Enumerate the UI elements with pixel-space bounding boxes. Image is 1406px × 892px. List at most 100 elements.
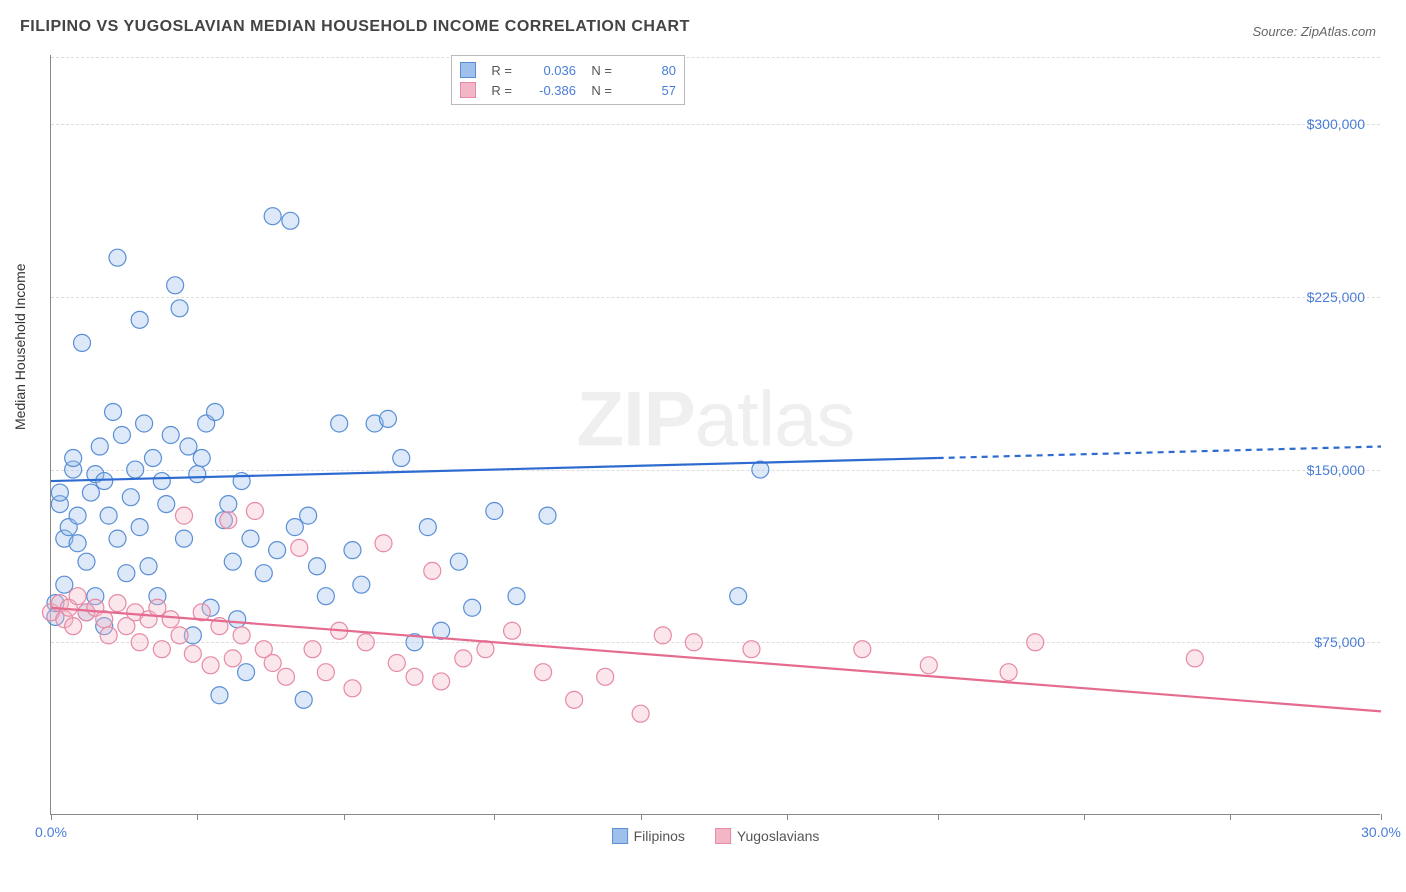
data-point: [300, 507, 317, 524]
x-tick: [1084, 814, 1085, 820]
data-point: [344, 542, 361, 559]
data-point: [140, 558, 157, 575]
legend-item-yugoslavians: Yugoslavians: [715, 828, 820, 844]
data-point: [920, 657, 937, 674]
data-point: [91, 438, 108, 455]
legend-label: Filipinos: [634, 828, 685, 844]
y-axis-label: Median Household Income: [12, 263, 28, 430]
stats-legend-box: R = 0.036 N = 80 R = -0.386 N = 57: [451, 55, 685, 105]
data-point: [1027, 634, 1044, 651]
chart-plot-area: ZIPatlas $75,000$150,000$225,000$300,000…: [50, 55, 1380, 815]
data-point: [277, 668, 294, 685]
data-point: [317, 588, 334, 605]
data-point: [486, 503, 503, 520]
data-point: [286, 519, 303, 536]
data-point: [184, 645, 201, 662]
data-point: [100, 507, 117, 524]
data-point: [220, 496, 237, 513]
data-point: [69, 588, 86, 605]
data-point: [122, 489, 139, 506]
stats-row-yugoslavians: R = -0.386 N = 57: [460, 80, 676, 100]
data-point: [202, 657, 219, 674]
data-point: [246, 503, 263, 520]
stats-row-filipinos: R = 0.036 N = 80: [460, 60, 676, 80]
data-point: [379, 410, 396, 427]
x-tick: [1230, 814, 1231, 820]
data-point: [131, 634, 148, 651]
data-point: [406, 668, 423, 685]
data-point: [654, 627, 671, 644]
data-point: [136, 415, 153, 432]
data-point: [193, 450, 210, 467]
swatch-yugoslavians: [715, 828, 731, 844]
data-point: [162, 611, 179, 628]
x-tick: [494, 814, 495, 820]
data-point: [109, 595, 126, 612]
data-point: [375, 535, 392, 552]
data-point: [224, 650, 241, 667]
data-point: [317, 664, 334, 681]
data-point: [74, 334, 91, 351]
data-point: [344, 680, 361, 697]
data-point: [264, 208, 281, 225]
data-point: [224, 553, 241, 570]
data-point: [1000, 664, 1017, 681]
n-value-filipinos: 80: [620, 63, 676, 78]
data-point: [309, 558, 326, 575]
data-point: [189, 466, 206, 483]
data-point: [171, 300, 188, 317]
x-tick: [641, 814, 642, 820]
data-point: [743, 641, 760, 658]
data-point: [685, 634, 702, 651]
data-point: [566, 691, 583, 708]
data-point: [171, 627, 188, 644]
data-point: [153, 473, 170, 490]
data-point: [100, 627, 117, 644]
x-tick: [787, 814, 788, 820]
x-tick: [938, 814, 939, 820]
data-point: [109, 530, 126, 547]
data-point: [105, 403, 122, 420]
data-point: [176, 530, 193, 547]
trend-line: [51, 608, 1381, 712]
data-point: [295, 691, 312, 708]
data-point: [82, 484, 99, 501]
data-point: [211, 687, 228, 704]
data-point: [331, 415, 348, 432]
data-point: [539, 507, 556, 524]
swatch-filipinos: [612, 828, 628, 844]
x-tick-label: 30.0%: [1361, 824, 1401, 840]
data-point: [450, 553, 467, 570]
data-point: [229, 611, 246, 628]
data-point: [854, 641, 871, 658]
swatch-yugoslavians: [460, 82, 476, 98]
chart-title: FILIPINO VS YUGOSLAVIAN MEDIAN HOUSEHOLD…: [20, 18, 690, 36]
data-point: [220, 512, 237, 529]
data-point: [291, 539, 308, 556]
data-point: [51, 484, 68, 501]
data-point: [357, 634, 374, 651]
bottom-legend: Filipinos Yugoslavians: [612, 828, 820, 844]
x-tick: [197, 814, 198, 820]
swatch-filipinos: [460, 62, 476, 78]
data-point: [433, 673, 450, 690]
data-point: [131, 519, 148, 536]
data-point: [597, 668, 614, 685]
data-point: [144, 450, 161, 467]
data-point: [127, 461, 144, 478]
data-point: [393, 450, 410, 467]
data-point: [167, 277, 184, 294]
data-point: [255, 565, 272, 582]
data-point: [158, 496, 175, 513]
data-point: [162, 427, 179, 444]
legend-label: Yugoslavians: [737, 828, 820, 844]
n-label: N =: [584, 63, 612, 78]
data-point: [207, 403, 224, 420]
data-point: [65, 618, 82, 635]
r-label: R =: [484, 63, 512, 78]
r-label: R =: [484, 83, 512, 98]
data-point: [149, 599, 166, 616]
data-point: [233, 627, 250, 644]
data-point: [69, 507, 86, 524]
data-point: [353, 576, 370, 593]
